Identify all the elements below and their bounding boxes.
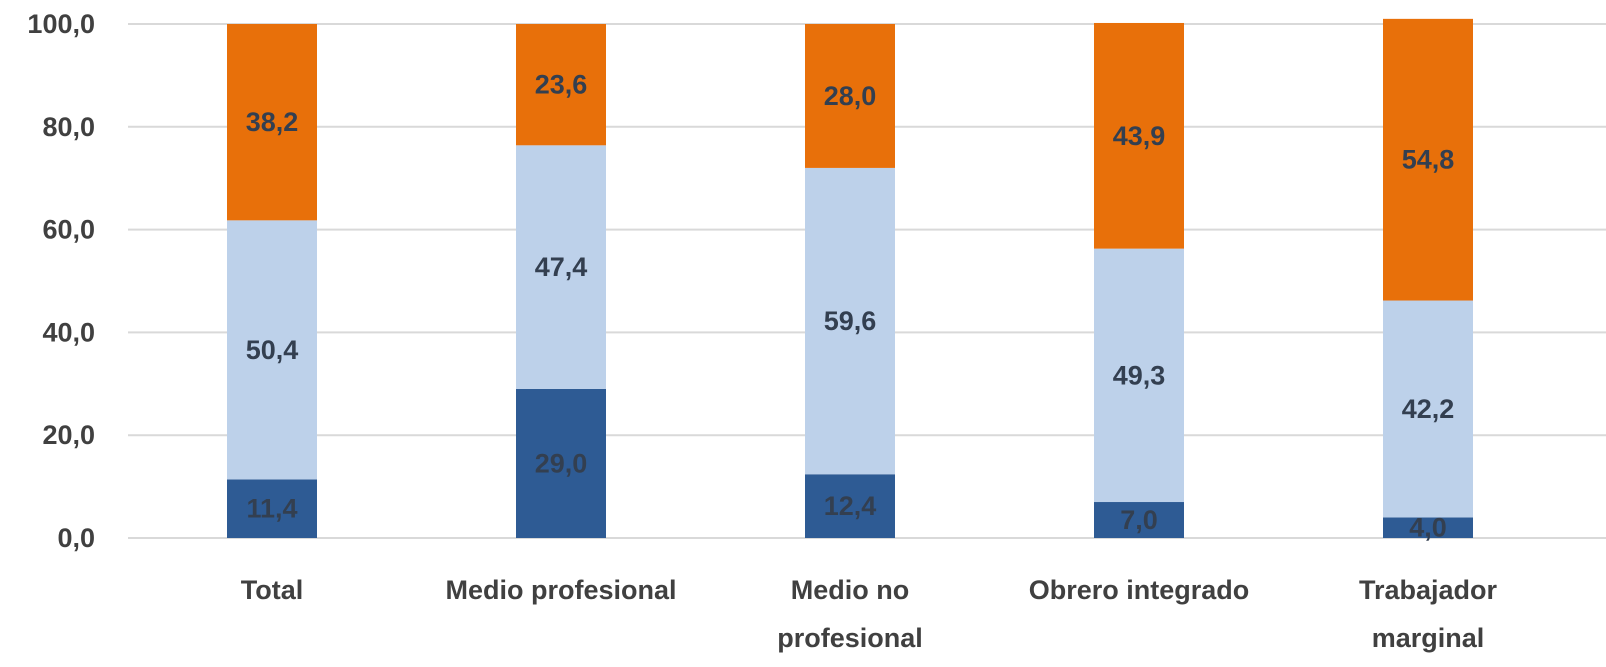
bar-segment — [227, 479, 317, 538]
data-label: 54,8 — [1402, 145, 1455, 175]
x-tick-label: Obrero integrado — [1029, 575, 1250, 605]
bar-segment — [1094, 502, 1184, 538]
data-label: 28,0 — [824, 81, 877, 111]
data-label: 47,4 — [535, 252, 588, 282]
bar-segment — [227, 220, 317, 480]
data-label: 11,4 — [246, 494, 297, 524]
y-axis-ticks: 0,0 20,0 40,0 60,0 80,0 100,0 — [27, 9, 95, 553]
data-label: 23,6 — [535, 70, 588, 100]
data-label: 59,6 — [824, 306, 877, 336]
bar-segment — [1094, 248, 1184, 503]
data-label: 43,9 — [1113, 121, 1166, 151]
x-tick-label: Total — [241, 575, 304, 605]
data-label: 42,2 — [1402, 394, 1455, 424]
bar-segment — [805, 24, 895, 168]
x-axis-labels: Total Medio profesional Medio no profesiona… — [241, 575, 1498, 653]
data-label: 49,3 — [1113, 360, 1166, 390]
y-tick-label: 20,0 — [42, 420, 95, 450]
bar-segment — [516, 388, 606, 538]
data-label: 7,0 — [1120, 505, 1158, 535]
data-label: 4,0 — [1409, 513, 1447, 543]
data-label: 50,4 — [246, 335, 299, 365]
x-tick-label: Trabajador — [1359, 575, 1498, 605]
data-label: 38,2 — [246, 107, 299, 137]
bar-segment — [1383, 517, 1473, 538]
y-tick-label: 40,0 — [42, 317, 95, 347]
x-tick-label: profesional — [777, 623, 923, 653]
bars: 11,4 50,4 38,2 29,0 47,4 23,6 12,4 59,6 28,0 7,0 4… — [227, 18, 1473, 543]
y-tick-label: 0,0 — [57, 523, 95, 553]
bar-segment — [516, 145, 606, 389]
bar-segment — [1383, 18, 1473, 301]
y-tick-label: 80,0 — [42, 112, 95, 142]
y-tick-label: 60,0 — [42, 215, 95, 245]
x-tick-label: marginal — [1372, 623, 1485, 653]
data-label: 12,4 — [824, 491, 877, 521]
bar-segment — [227, 24, 317, 221]
x-tick-label: Medio no — [791, 575, 909, 605]
bar-segment — [516, 24, 606, 146]
bar-segment — [805, 474, 895, 538]
x-tick-label: Medio profesional — [445, 575, 676, 605]
bar-segment — [1383, 300, 1473, 518]
bar-segment — [805, 167, 895, 475]
y-tick-label: 100,0 — [27, 9, 95, 39]
bar-segment — [1094, 22, 1184, 249]
data-label: 29,0 — [535, 448, 588, 478]
